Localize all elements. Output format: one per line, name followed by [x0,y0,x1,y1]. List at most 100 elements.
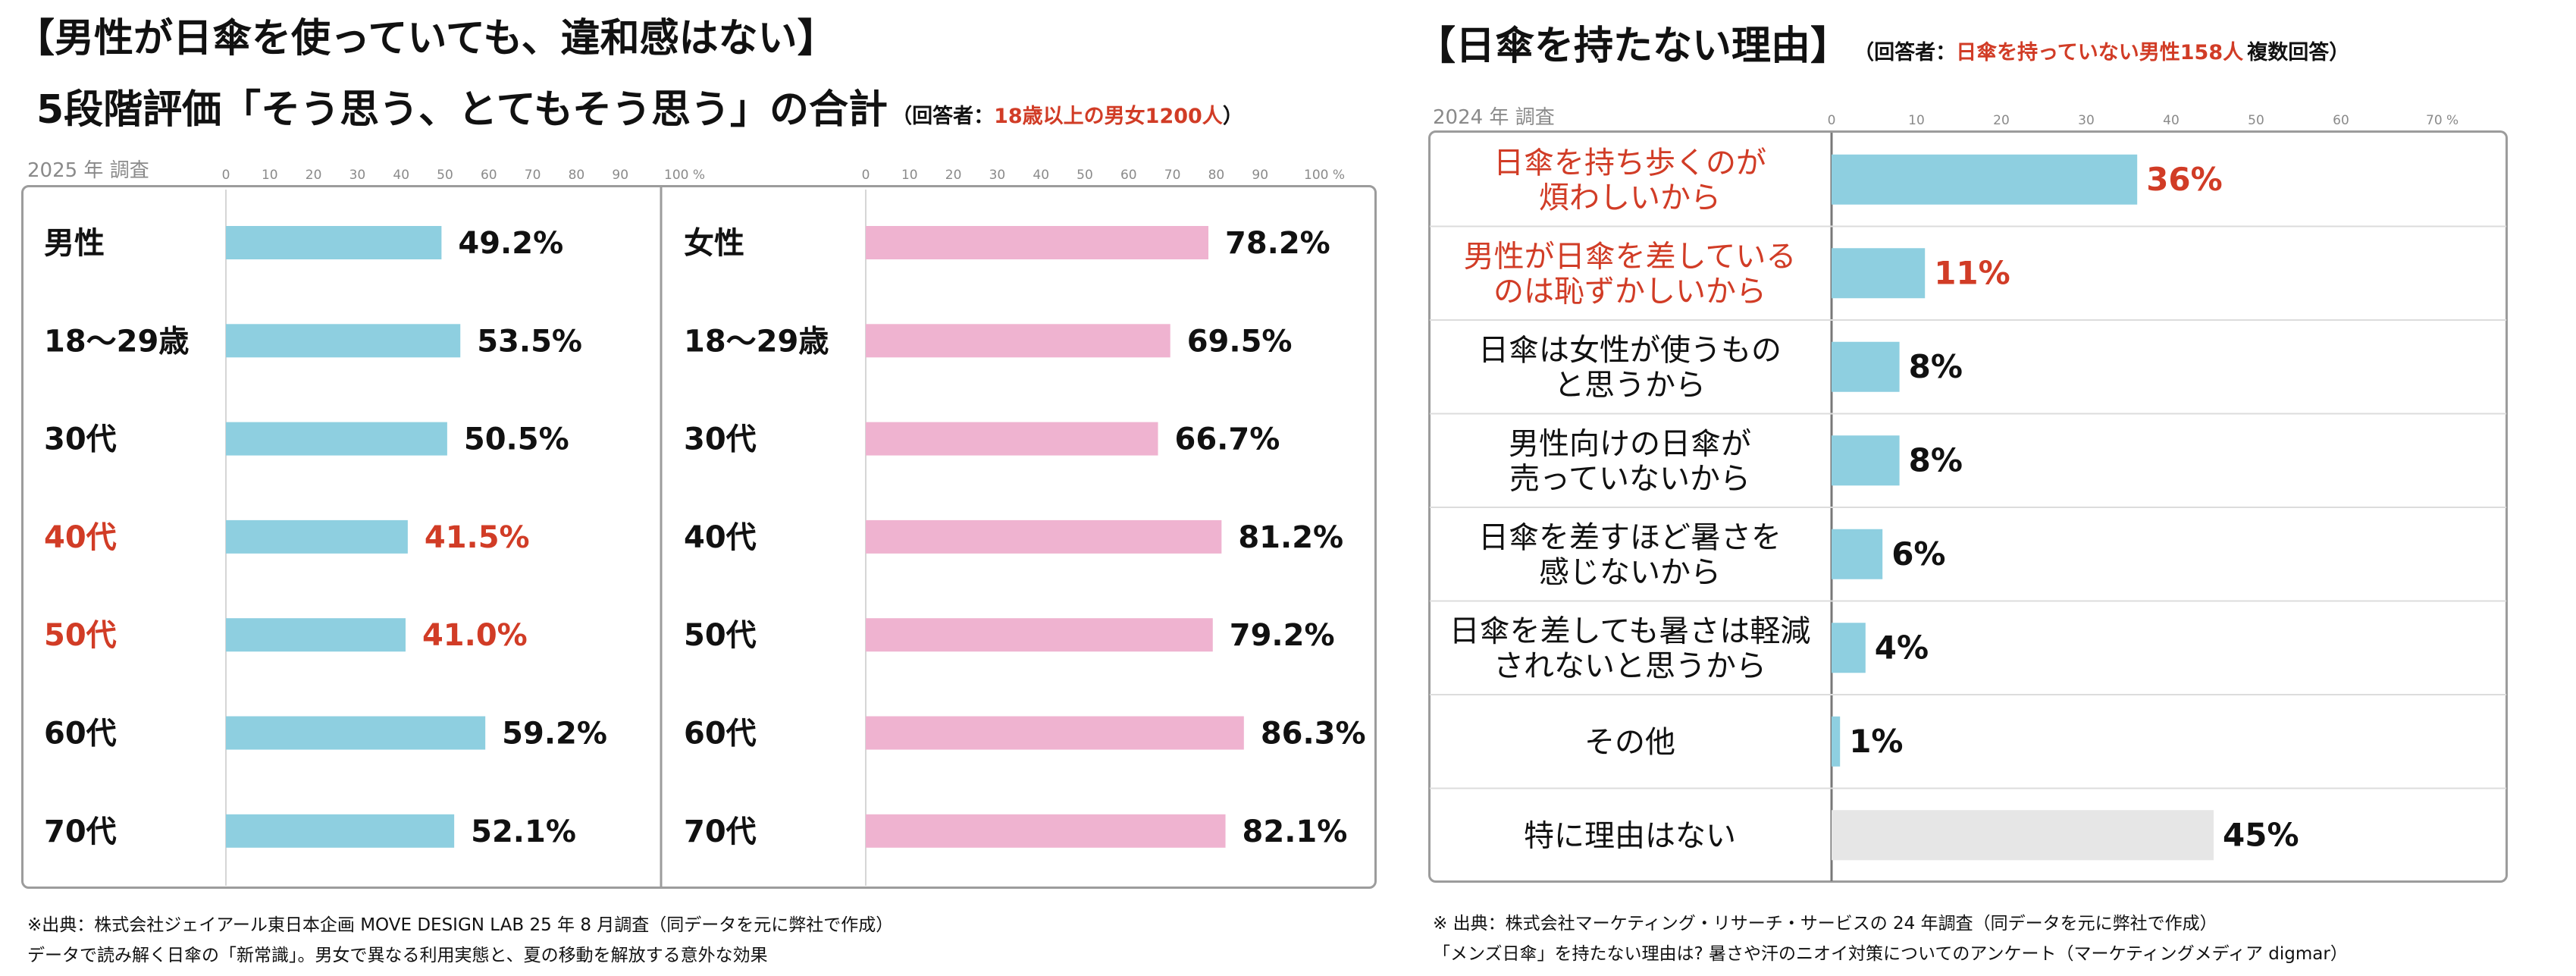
bar [866,226,1208,259]
value-label: 86.3% [1261,717,1366,752]
tick-label: 30 [349,168,366,183]
left-respondent-prefix: （回答者： [892,105,995,128]
right-survey-label: 2024 年 調査 [1433,106,1555,129]
bar [226,324,461,358]
category-label: 日傘を持ち歩くのが [1493,146,1766,180]
right-source-line2: 「メンズ日傘」を持たない理由は? 暑さや汗のニオイ対策についてのアンケート（マー… [1433,944,2348,964]
category-label: 煩わしいから [1539,180,1721,215]
right-title-row: 【日傘を持たない理由】 （回答者：日傘を持っていない男性158人 複数回答） [1416,14,2349,71]
category-label: のは恥ずかしいから [1493,274,1766,309]
left-source-line1: ※出典：株式会社ジェイアール東日本企画 MOVE DESIGN LAB 25 年… [27,915,894,935]
category-label: 18〜29歳 [684,324,829,359]
left-title: 【男性が日傘を使っていても、違和感はない】 [15,16,837,61]
value-label: 52.1% [471,814,576,849]
tick-label: 50 [1076,168,1093,183]
bar [1832,435,1900,486]
value-label: 1% [1849,723,1903,760]
tick-label: 60 [1120,168,1137,183]
category-label: 女性 [684,226,744,261]
bar [226,422,447,456]
right-respondent-prefix: （回答者： [1854,41,1957,64]
tick-label: 70 [1164,168,1181,183]
tick-label: 70 % [2426,113,2458,128]
tick-label: 10 [262,168,278,183]
category-label: 60代 [684,717,757,752]
bar [866,519,1222,554]
tick-label: 0 [222,168,230,183]
bar [1832,716,1841,767]
tick-label: 10 [1908,113,1925,128]
tick-label: 100 % [664,168,705,183]
tick-label: 90 [612,168,628,183]
tick-label: 50 [437,168,453,183]
bar [226,716,486,750]
bar [226,226,442,259]
tick-label: 30 [989,168,1006,183]
category-label: その他 [1584,725,1675,760]
category-label: 感じないから [1539,555,1721,590]
tick-label: 70 [525,168,541,183]
value-label: 45% [2223,816,2299,853]
category-label: 30代 [684,422,757,457]
value-label: 8% [1909,348,1963,385]
right-chart-panel [1428,130,2508,883]
right-source-line1: ※ 出典：株式会社マーケティング・リサーチ・サービスの 24 年調査（同データを… [1433,914,2217,934]
bar [226,814,455,848]
right-title: 【日傘を持たない理由】 [1416,24,1851,69]
value-label: 41.5% [425,520,530,555]
tick-label: 80 [569,168,585,183]
value-label: 82.1% [1243,814,1348,849]
tick-label: 50 [2248,113,2264,128]
value-label: 78.2% [1225,226,1330,261]
value-label: 36% [2146,161,2223,198]
right-respondent-highlight: 日傘を持っていない男性158人 [1956,41,2244,64]
bar [1832,529,1883,579]
value-label: 81.2% [1238,520,1343,555]
category-label: 日傘を差しても暑さは軽減 [1449,614,1811,648]
category-label: 30代 [44,422,117,457]
category-label: 特に理由はない [1524,818,1736,853]
category-label: 70代 [44,814,117,849]
value-label: 53.5% [477,324,582,359]
value-label: 8% [1909,441,1963,479]
value-label: 50.5% [464,422,569,457]
left-respondent-highlight: 18歳以上の男女1200人 [994,105,1223,128]
category-label: 50代 [44,618,117,653]
bar [866,422,1158,456]
category-label: 男性が日傘を差している [1464,239,1797,274]
tick-label: 90 [1252,168,1268,183]
category-label: 50代 [684,618,757,653]
tick-label: 100 % [1304,168,1345,183]
tick-label: 40 [2163,113,2180,128]
bar [866,716,1244,750]
category-label: 男性 [44,226,105,261]
bar [1832,341,1900,392]
value-label: 6% [1891,535,1945,573]
tick-label: 0 [1828,113,1836,128]
right-respondent-suffix: 複数回答） [2247,41,2350,64]
left-source-line2: データで読み解く日傘の「新常識」。男女で異なる利用実態と、夏の移動を解放する意外… [27,946,768,965]
category-label: されないと思うから [1493,648,1766,683]
tick-label: 10 [901,168,918,183]
left-subtitle-row: 5段階評価「そう思う、とてもそう思う」の合計 （回答者：18歳以上の男女1200… [36,77,1243,134]
value-label: 41.0% [422,618,528,653]
value-label: 59.2% [502,717,607,752]
bar [226,519,408,554]
category-label: 70代 [684,814,757,849]
value-label: 49.2% [458,226,563,261]
tick-label: 60 [481,168,497,183]
bar [226,618,406,652]
category-label: 男性向けの日傘が [1509,426,1751,461]
category-label: 60代 [44,717,117,752]
left-survey-label: 2025 年 調査 [27,159,149,182]
tick-label: 40 [1033,168,1049,183]
female-chart: 0 10 20 30 40 50 60 70 80 90 100 % 女性 78.2% 18〜29歳 69.… [660,168,1366,887]
left-charts-svg: 0 10 20 30 40 50 60 70 80 90 100 % 男性 49.2% 18〜29歳 53.… [44,168,1366,887]
category-label: 18〜29歳 [44,324,189,359]
category-label: 日傘を差すほど暑さを [1478,520,1782,555]
value-label: 66.7% [1175,422,1280,457]
value-label: 4% [1875,629,1929,666]
tick-label: 30 [2078,113,2095,128]
category-label: 40代 [684,520,757,555]
